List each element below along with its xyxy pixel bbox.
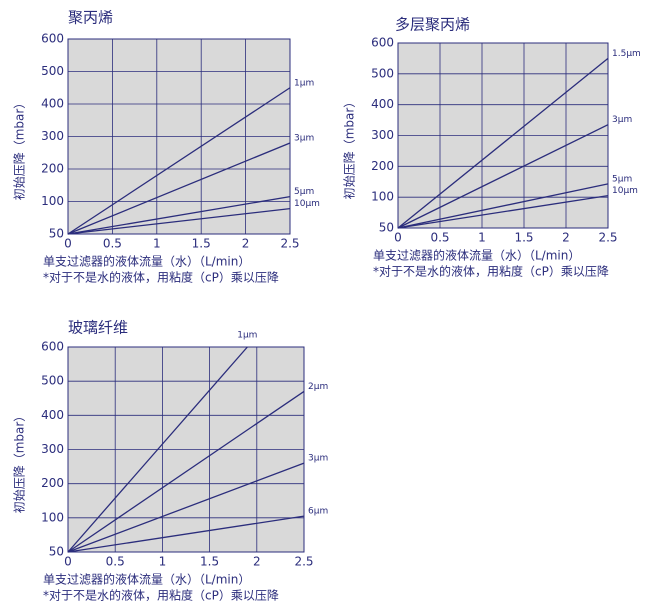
y-tick-label: 600 [371, 36, 394, 50]
plot-border [67, 346, 305, 553]
y-tick-label: 400 [41, 408, 64, 422]
plot-border [397, 42, 609, 229]
note: *对于不是水的液体，用粘度（cP）乘以压降 [373, 264, 609, 279]
y-axis-label: 初始压降（mbar） [343, 96, 357, 200]
chart-title: 多层聚丙烯 [395, 16, 470, 34]
chart: 聚丙烯 50 100 200 300 400 500 600 0 0.5 1 1.5 2 2.5 1μm 3μ… [13, 9, 320, 285]
series-label: 5μm [294, 187, 314, 197]
series-line [397, 183, 609, 229]
x-tick-label: 0 [64, 555, 72, 569]
x-axis-label: 单支过滤器的液体流量（水）（L/min） [373, 248, 580, 263]
series-line [67, 208, 291, 235]
series-line [67, 390, 305, 553]
series-line [67, 87, 291, 235]
x-axis-label: 单支过滤器的液体流量（水）（L/min） [43, 254, 250, 269]
plot-border [67, 38, 291, 235]
y-axis-label: 初始压降（mbar） [13, 410, 27, 514]
x-axis-label: 单支过滤器的液体流量（水）（L/min） [43, 572, 250, 587]
chart-title: 聚丙烯 [68, 9, 113, 27]
x-tick-label: 0.5 [103, 237, 122, 251]
series-label: 3μm [294, 134, 314, 144]
x-tick-label: 0 [64, 237, 72, 251]
x-tick-label: 2 [562, 231, 570, 245]
y-tick-label: 50 [379, 221, 394, 235]
series-label: 6μm [308, 507, 328, 517]
y-tick-label: 100 [371, 190, 394, 204]
y-tick-label: 100 [41, 510, 64, 524]
y-tick-label: 300 [41, 129, 64, 143]
y-axis-label: 初始压降（mbar） [13, 97, 27, 201]
series-line [397, 194, 609, 229]
series-label: 3μm [308, 454, 328, 464]
x-tick-label: 2.5 [294, 555, 313, 569]
series-label: 1μm [294, 78, 314, 88]
series-line [397, 124, 609, 229]
y-tick-label: 500 [371, 66, 394, 80]
x-tick-label: 0.5 [430, 231, 449, 245]
y-tick-label: 600 [41, 32, 64, 46]
series-line [67, 195, 291, 235]
series-label: 10μm [294, 199, 320, 209]
series-label: 3μm [612, 115, 632, 125]
series-label: 2μm [308, 382, 328, 392]
x-tick-label: 1.5 [514, 231, 533, 245]
y-tick-label: 50 [49, 227, 64, 241]
series-line [67, 346, 248, 553]
y-tick-label: 500 [41, 64, 64, 78]
y-tick-label: 400 [41, 97, 64, 111]
series-label: 1.5μm [612, 49, 641, 59]
y-tick-label: 200 [41, 162, 64, 176]
series-label: 5μm [612, 174, 632, 184]
y-tick-label: 50 [49, 545, 64, 559]
x-tick-label: 1 [159, 555, 167, 569]
x-tick-label: 1 [478, 231, 486, 245]
y-tick-label: 500 [41, 374, 64, 388]
x-tick-label: 2.5 [598, 231, 617, 245]
chart: 玻璃纤维 50 100 200 300 400 500 600 0 0.5 1 1.5 2 2.5 1μm 2… [13, 319, 329, 603]
y-tick-label: 100 [41, 194, 64, 208]
series-label: 1μm [237, 331, 257, 341]
series-line [397, 57, 609, 229]
x-tick-label: 0 [394, 231, 402, 245]
x-tick-label: 1.5 [200, 555, 219, 569]
series-line [67, 515, 305, 553]
y-tick-label: 200 [371, 159, 394, 173]
x-tick-label: 0.5 [106, 555, 125, 569]
x-tick-label: 1.5 [192, 237, 211, 251]
note: *对于不是水的液体，用粘度（cP）乘以压降 [43, 588, 279, 603]
note: *对于不是水的液体，用粘度（cP）乘以压降 [43, 270, 279, 285]
x-tick-label: 2 [253, 555, 261, 569]
x-tick-label: 2 [242, 237, 250, 251]
chart: 多层聚丙烯 50 100 200 300 400 500 600 0 0.5 1 1.5 2 2.5 1.5… [343, 16, 641, 279]
chart-title: 玻璃纤维 [68, 319, 128, 337]
series-label: 10μm [612, 186, 638, 196]
y-tick-label: 600 [41, 340, 64, 354]
series-line [67, 142, 291, 235]
x-tick-label: 1 [153, 237, 161, 251]
y-tick-label: 200 [41, 476, 64, 490]
y-tick-label: 300 [41, 442, 64, 456]
series-line [67, 462, 305, 553]
x-tick-label: 2.5 [280, 237, 299, 251]
y-tick-label: 400 [371, 97, 394, 111]
y-tick-label: 300 [371, 128, 394, 142]
